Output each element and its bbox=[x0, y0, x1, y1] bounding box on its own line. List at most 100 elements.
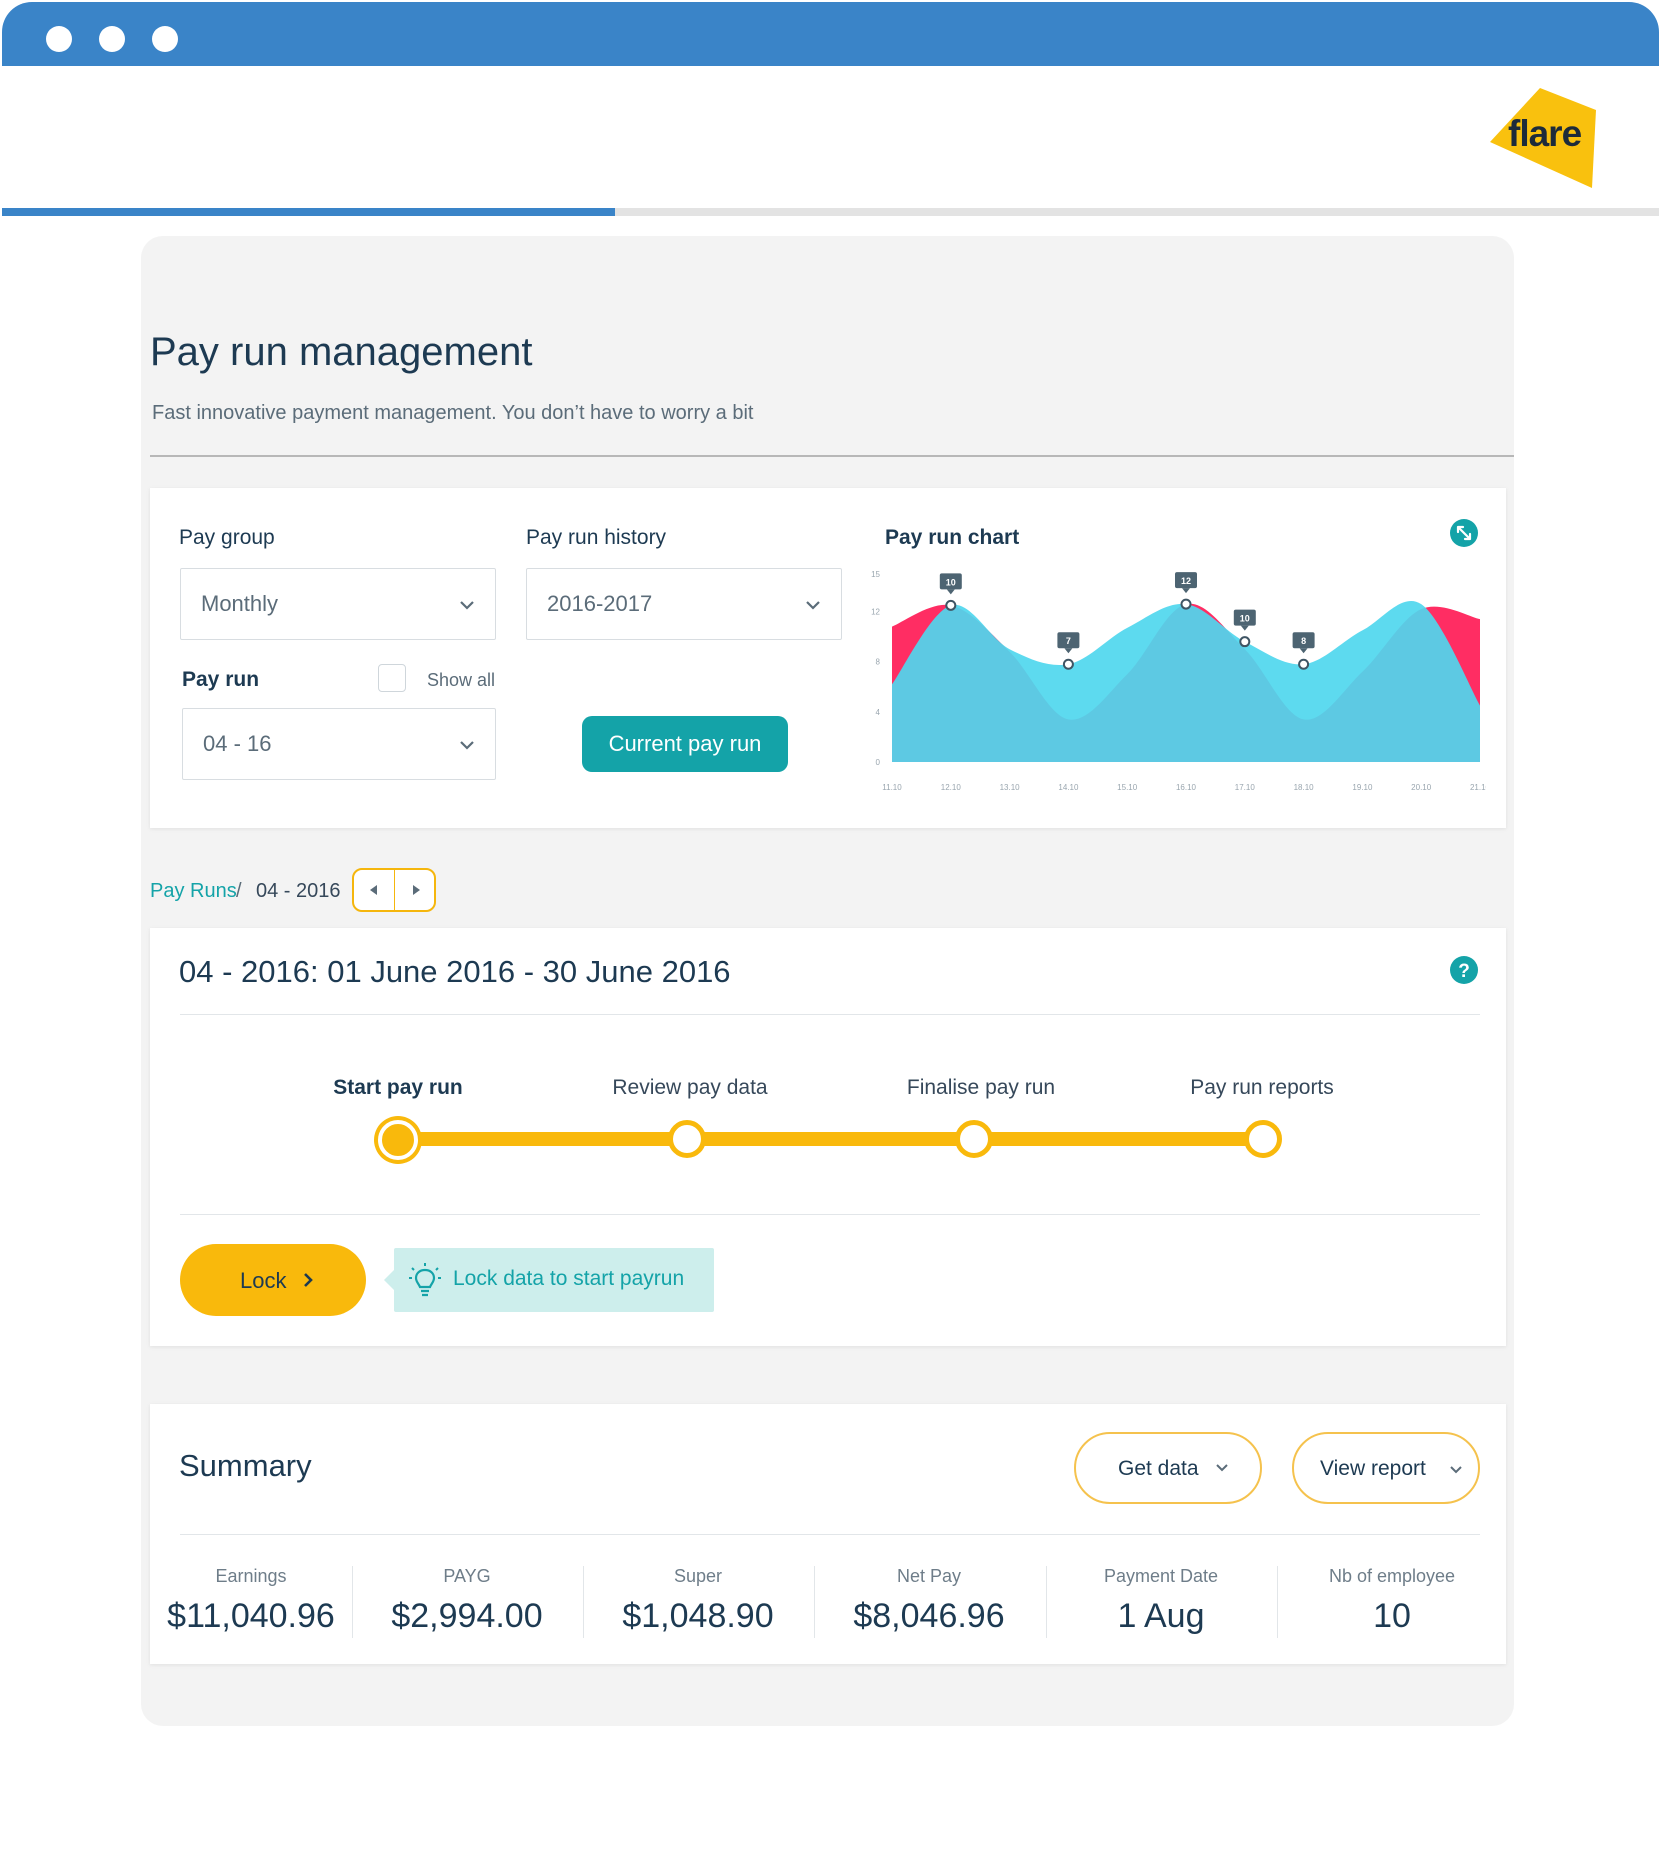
point-label: 8 bbox=[1301, 636, 1306, 646]
pay-run-value: 04 - 16 bbox=[203, 731, 272, 756]
chevron-down-icon bbox=[1216, 1464, 1228, 1472]
step-start-pay-run-node[interactable] bbox=[378, 1120, 418, 1160]
point-label-badge bbox=[939, 573, 962, 590]
window-minimize-dot[interactable] bbox=[99, 26, 125, 52]
chevron-down-icon bbox=[460, 601, 474, 610]
chart-point[interactable] bbox=[1239, 636, 1251, 648]
show-all-label: Show all bbox=[427, 670, 496, 690]
pay-run-history-label: Pay run history bbox=[526, 526, 667, 549]
chart-point[interactable] bbox=[1180, 598, 1192, 610]
help-icon[interactable]: ? bbox=[1449, 955, 1479, 985]
point-label-badge bbox=[1175, 572, 1197, 589]
svg-text:?: ? bbox=[1458, 961, 1470, 982]
point-label-pointer bbox=[1182, 588, 1190, 594]
current-pay-run-button[interactable]: Current pay run bbox=[582, 716, 788, 772]
point-label-pointer bbox=[1064, 648, 1073, 654]
stat-divider bbox=[352, 1566, 353, 1638]
card-divider bbox=[180, 1534, 1480, 1535]
stat-divider bbox=[1046, 1566, 1047, 1638]
page-progress-bar bbox=[2, 208, 1659, 216]
step-track bbox=[398, 1132, 1264, 1146]
point-label-badge bbox=[1057, 632, 1080, 649]
window-maximize-dot[interactable] bbox=[152, 26, 178, 52]
view-report-label: View report bbox=[1320, 1457, 1426, 1480]
stat-label: Super bbox=[673, 1566, 723, 1586]
summary-title: Summary bbox=[179, 1448, 312, 1483]
stat-net-pay: Net Pay $8,046.96 bbox=[829, 1566, 1029, 1636]
pay-run-heading: 04 - 2016: 01 June 2016 - 30 June 2016 bbox=[179, 954, 731, 989]
pay-run-select[interactable]: 04 - 16 bbox=[182, 708, 496, 780]
pay-run-history-value: 2016-2017 bbox=[547, 591, 653, 616]
stat-value: $8,046.96 bbox=[853, 1597, 1005, 1635]
point-label-pointer bbox=[946, 589, 955, 595]
y-tick-label: 15 bbox=[871, 570, 880, 579]
window-close-dot[interactable] bbox=[46, 26, 72, 52]
stat-label: Earnings bbox=[215, 1566, 287, 1586]
breadcrumb-current: 04 - 2016 bbox=[256, 880, 341, 902]
stat-value: 10 bbox=[1373, 1597, 1411, 1635]
point-label: 10 bbox=[1240, 614, 1250, 624]
stat-divider bbox=[1277, 1566, 1278, 1638]
pay-group-select[interactable]: Monthly bbox=[180, 568, 496, 640]
chevron-down-icon bbox=[1450, 1466, 1462, 1474]
stat-value: 1 Aug bbox=[1117, 1597, 1205, 1635]
pay-group-label: Pay group bbox=[179, 526, 275, 549]
step-pay-run-reports-node[interactable] bbox=[1244, 1120, 1282, 1158]
point-label-badge bbox=[1292, 632, 1315, 649]
stat-super: Super $1,048.90 bbox=[598, 1566, 798, 1636]
logo-text: flare bbox=[1508, 113, 1582, 154]
view-report-button[interactable]: View report bbox=[1292, 1432, 1480, 1504]
chart-point[interactable] bbox=[1062, 658, 1074, 670]
next-arrow-icon[interactable] bbox=[408, 882, 424, 898]
lock-button[interactable]: Lock bbox=[180, 1244, 366, 1316]
point-label-pointer bbox=[1299, 648, 1308, 654]
get-data-button[interactable]: Get data bbox=[1074, 1432, 1262, 1504]
flare-logo bbox=[1490, 88, 1596, 188]
x-tick-label: 13.10 bbox=[1000, 783, 1021, 792]
x-tick-label: 19.10 bbox=[1352, 783, 1373, 792]
x-tick-label: 11.10 bbox=[882, 783, 902, 792]
expand-icon[interactable] bbox=[1449, 518, 1479, 548]
point-label: 7 bbox=[1066, 636, 1071, 646]
chart-point[interactable] bbox=[1298, 658, 1310, 670]
pay-group-value: Monthly bbox=[201, 591, 279, 616]
chevron-down-icon bbox=[806, 601, 820, 610]
point-label-pointer bbox=[1240, 625, 1249, 631]
lock-hint-text: Lock data to start payrun bbox=[453, 1267, 685, 1290]
lock-button-label: Lock bbox=[240, 1268, 287, 1293]
x-tick-label: 16.10 bbox=[1176, 783, 1197, 792]
previous-arrow-icon[interactable] bbox=[366, 882, 382, 898]
series-area-1 bbox=[892, 600, 1480, 762]
show-all-checkbox[interactable] bbox=[378, 664, 406, 692]
point-label: 10 bbox=[946, 577, 956, 587]
x-tick-label: 15.10 bbox=[1117, 783, 1138, 792]
title-divider bbox=[150, 455, 1514, 457]
stat-label: Net Pay bbox=[896, 1566, 962, 1586]
chevron-right-icon bbox=[304, 1273, 313, 1287]
x-tick-label: 21.10 bbox=[1470, 783, 1486, 792]
pay-run-chart: 0 4 8 12 15 11.10 12.10 13.10 14.10 15.10 16.10 17.… bbox=[871, 570, 1486, 792]
x-tick-label: 18.10 bbox=[1294, 783, 1315, 792]
chart-point[interactable] bbox=[945, 599, 957, 611]
stat-label: Nb of employee bbox=[1328, 1566, 1456, 1586]
step-finalise-pay-run-node[interactable] bbox=[955, 1120, 993, 1158]
step-finalise-pay-run-label: Finalise pay run bbox=[906, 1076, 1056, 1099]
pay-run-history-select[interactable]: 2016-2017 bbox=[526, 568, 842, 640]
breadcrumb-separator: / bbox=[236, 880, 242, 902]
pay-run-pager bbox=[352, 868, 436, 912]
step-review-pay-data-label: Review pay data bbox=[612, 1076, 768, 1099]
stat-payment-date: Payment Date 1 Aug bbox=[1061, 1566, 1261, 1636]
stat-value: $2,994.00 bbox=[391, 1597, 543, 1635]
stat-earnings: Earnings $11,040.96 bbox=[151, 1566, 351, 1636]
breadcrumb-pay-runs-link[interactable]: Pay Runs bbox=[150, 880, 237, 902]
x-tick-label: 14.10 bbox=[1058, 783, 1079, 792]
page-progress-fill bbox=[2, 208, 616, 216]
stat-divider bbox=[814, 1566, 815, 1638]
card-divider bbox=[180, 1214, 1480, 1215]
step-review-pay-data-node[interactable] bbox=[668, 1120, 706, 1158]
point-label-badge bbox=[1233, 609, 1256, 626]
stat-label: PAYG bbox=[443, 1566, 491, 1586]
x-tick-label: 20.10 bbox=[1411, 783, 1432, 792]
step-start-pay-run-label: Start pay run bbox=[333, 1076, 463, 1099]
stat-payg: PAYG $2,994.00 bbox=[367, 1566, 567, 1636]
